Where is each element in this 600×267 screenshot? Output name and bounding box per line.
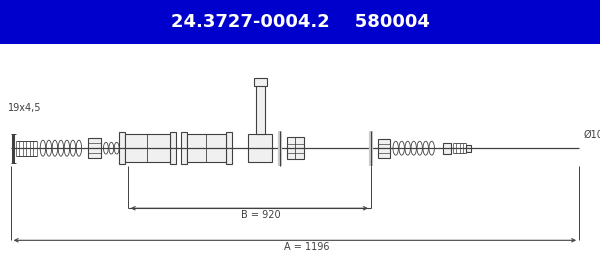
Bar [378, 139, 390, 158]
Bar [256, 81, 265, 134]
Text: B = 920: B = 920 [241, 210, 281, 219]
Bar [88, 138, 101, 158]
Bar [443, 143, 451, 154]
Bar [466, 145, 471, 152]
Bar [170, 132, 176, 164]
Bar [0, 0, 600, 44]
Text: Ø10: Ø10 [584, 130, 600, 140]
Bar [226, 132, 232, 164]
Text: 19x4,5: 19x4,5 [8, 104, 41, 113]
Text: 24.3727-0004.2    580004: 24.3727-0004.2 580004 [170, 13, 430, 31]
Bar [125, 134, 170, 162]
Bar [181, 132, 187, 164]
Bar [254, 78, 267, 86]
Text: A = 1196: A = 1196 [284, 242, 329, 252]
Bar [248, 134, 272, 162]
Bar [187, 134, 226, 162]
Bar [287, 137, 304, 159]
Bar [119, 132, 125, 164]
